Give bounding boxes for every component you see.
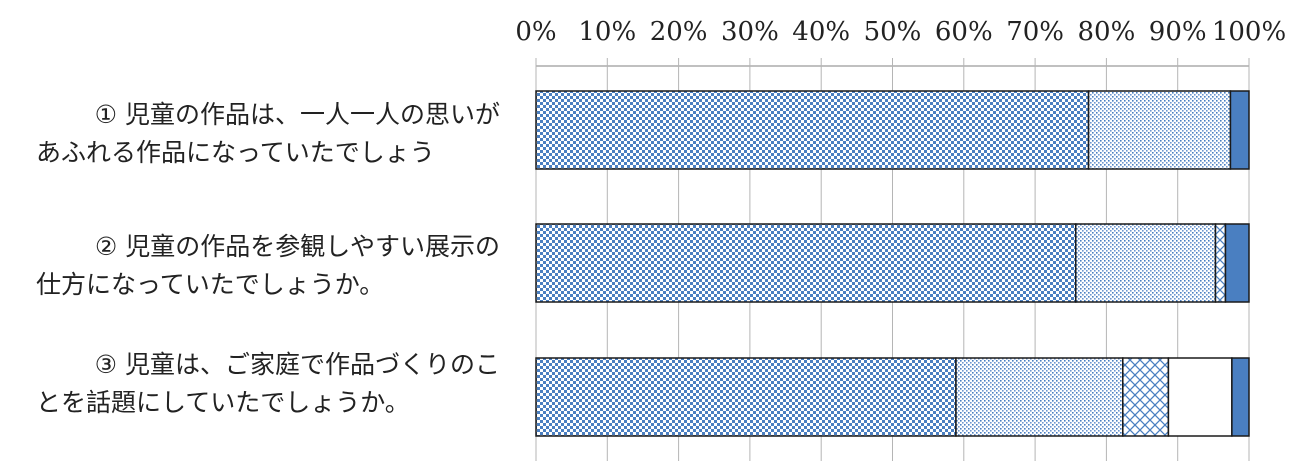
bar-segment xyxy=(1167,357,1233,437)
category-label: ② 児童の作品を参観しやすい展示の仕方になっていたでしょうか。 xyxy=(10,228,500,304)
category-label-line2: 仕方になっていたでしょうか。 xyxy=(36,270,385,299)
bar-segment xyxy=(535,223,1077,303)
x-tick-label: 20% xyxy=(650,17,708,47)
category-label-line2: とを話題にしていたでしょうか。 xyxy=(36,388,410,417)
bar-segment xyxy=(1074,223,1217,303)
x-tick-label: 80% xyxy=(1078,17,1136,47)
x-tick-label: 70% xyxy=(1006,17,1064,47)
bar-segment xyxy=(1231,357,1250,437)
bar-segment xyxy=(535,90,1090,170)
bar-segment xyxy=(1087,90,1232,170)
category-label-line1: ① 児童の作品は、一人一人の思いが xyxy=(94,100,500,129)
x-tick-label: 60% xyxy=(935,17,993,47)
x-tick-label: 100% xyxy=(1212,17,1286,47)
x-tick-label: 40% xyxy=(792,17,850,47)
bar-segment xyxy=(535,357,957,437)
x-tick-label: 0% xyxy=(515,17,556,47)
category-label-line1: ③ 児童は、ご家庭で作品づくりのこ xyxy=(94,350,500,379)
bar-segment xyxy=(1122,357,1170,437)
bar-segment xyxy=(1224,223,1250,303)
x-tick-label: 90% xyxy=(1149,17,1207,47)
x-tick-label: 10% xyxy=(578,17,636,47)
x-tick-label: 50% xyxy=(864,17,922,47)
category-label-line2: あふれる作品になっていたでしょう xyxy=(36,138,435,167)
bar-segment xyxy=(1229,90,1250,170)
category-label-line1: ② 児童の作品を参観しやすい展示の xyxy=(94,232,500,261)
category-label: ① 児童の作品は、一人一人の思いがあふれる作品になっていたでしょう xyxy=(10,96,500,172)
bar-segment xyxy=(955,357,1124,437)
bar-segment xyxy=(1214,223,1227,303)
category-label: ③ 児童は、ご家庭で作品づくりのことを話題にしていたでしょうか。 xyxy=(10,346,500,422)
x-tick-label: 30% xyxy=(721,17,779,47)
